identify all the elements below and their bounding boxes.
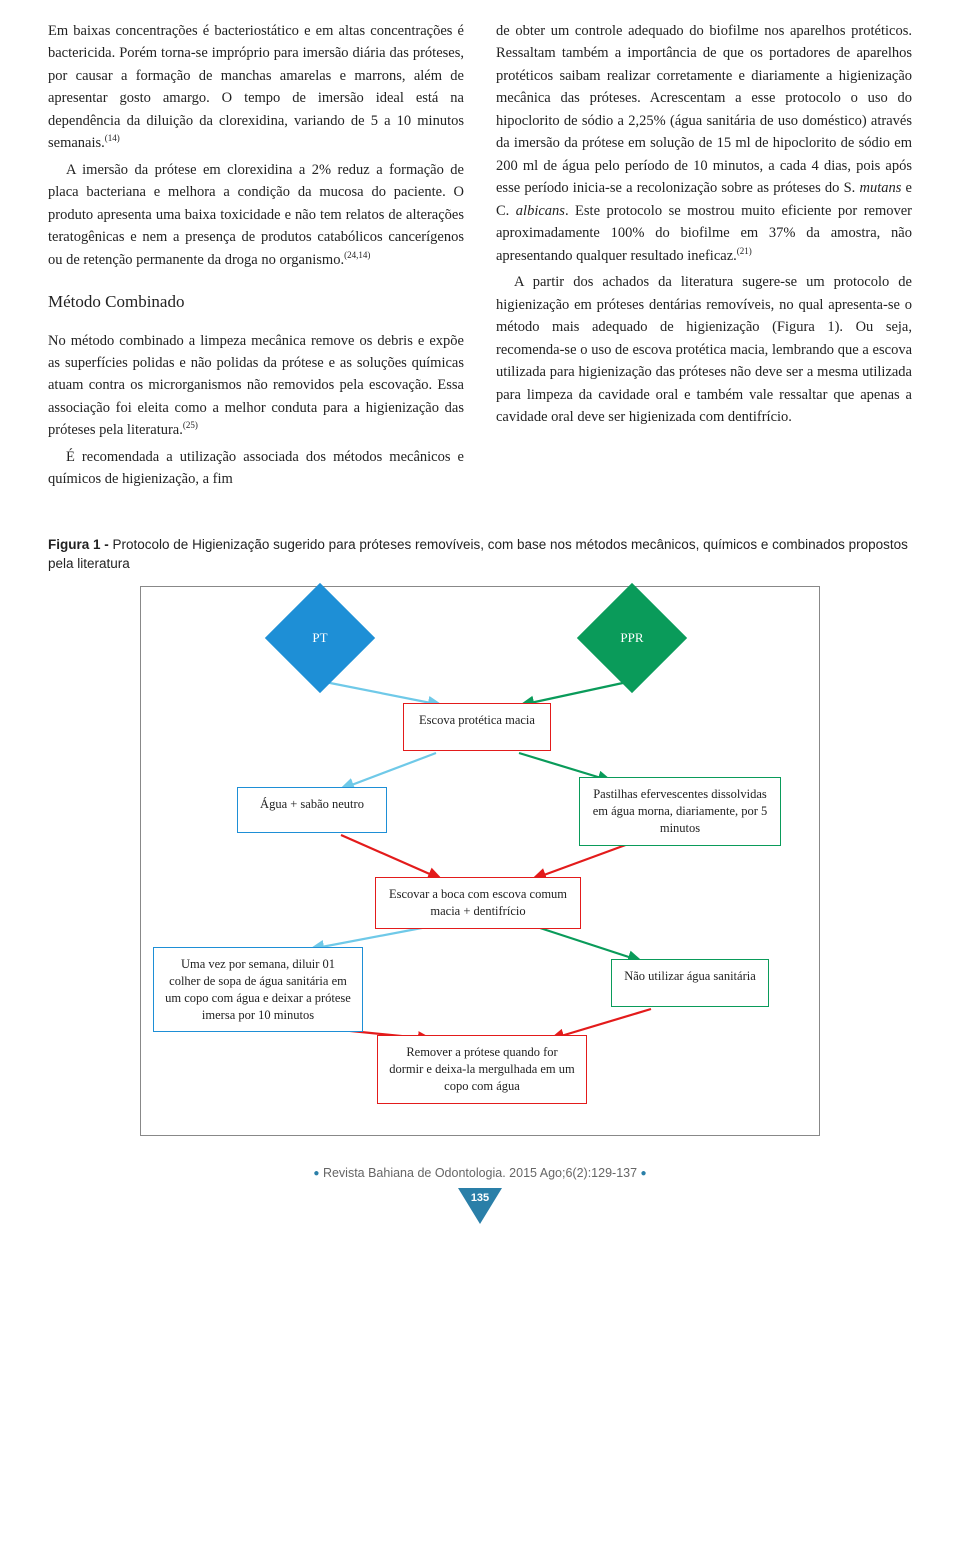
node-escovar-boca: Escovar a boca com escova comum macia + … bbox=[375, 877, 581, 929]
node-semana: Uma vez por semana, diluir 01 colher de … bbox=[153, 947, 363, 1033]
node-nao-utilizar: Não utilizar água sanitária bbox=[611, 959, 769, 1007]
para-r2: A partir dos achados da literatura suger… bbox=[496, 271, 912, 428]
para-2-ref: (24,14) bbox=[344, 250, 370, 260]
para-r1-ref: (21) bbox=[737, 246, 752, 256]
column-left: Em baixas concentrações é bacteriostátic… bbox=[48, 20, 464, 495]
figure-label: Figura 1 - bbox=[48, 537, 113, 552]
para-3-text: No método combinado a limpeza mecânica r… bbox=[48, 333, 464, 439]
page-footer: ● Revista Bahiana de Odontologia. 2015 A… bbox=[48, 1166, 912, 1232]
flowchart-diagram: PT PPR Escova protética macia Água + sab… bbox=[140, 586, 820, 1136]
page-number-badge: 135 bbox=[458, 1188, 502, 1232]
para-r1: de obter um controle adequado do biofilm… bbox=[496, 20, 912, 267]
para-4: É recomendada a utilização associada dos… bbox=[48, 446, 464, 491]
node-escova-protetica: Escova protética macia bbox=[403, 703, 551, 751]
species-albicans: albicans bbox=[516, 203, 565, 219]
column-right: de obter um controle adequado do biofilm… bbox=[496, 20, 912, 495]
node-agua-sabao: Água + sabão neutro bbox=[237, 787, 387, 833]
figure-caption-text: Protocolo de Higienização sugerido para … bbox=[48, 537, 908, 572]
node-remover: Remover a prótese quando for dormir e de… bbox=[377, 1035, 587, 1104]
species-mutans: mutans bbox=[859, 180, 901, 196]
bullet-icon: ● bbox=[641, 1168, 647, 1179]
section-heading-metodo: Método Combinado bbox=[48, 289, 464, 315]
para-1: Em baixas concentrações é bacteriostátic… bbox=[48, 20, 464, 155]
para-1-text: Em baixas concentrações é bacteriostátic… bbox=[48, 23, 464, 151]
para-2-text: A imersão da prótese em clorexidina a 2%… bbox=[48, 162, 464, 268]
figure-caption: Figura 1 - Protocolo de Higienização sug… bbox=[48, 535, 912, 574]
para-1-ref: (14) bbox=[105, 134, 120, 144]
journal-citation: Revista Bahiana de Odontologia. 2015 Ago… bbox=[323, 1166, 637, 1180]
node-ppr: PPR bbox=[577, 583, 687, 693]
node-pastilhas: Pastilhas efervescentes dissolvidas em á… bbox=[579, 777, 781, 846]
para-3-ref: (25) bbox=[183, 421, 198, 431]
node-pt: PT bbox=[265, 583, 375, 693]
bullet-icon: ● bbox=[313, 1168, 319, 1179]
para-3: No método combinado a limpeza mecânica r… bbox=[48, 330, 464, 442]
para-2: A imersão da prótese em clorexidina a 2%… bbox=[48, 159, 464, 271]
page-number: 135 bbox=[458, 1192, 502, 1204]
